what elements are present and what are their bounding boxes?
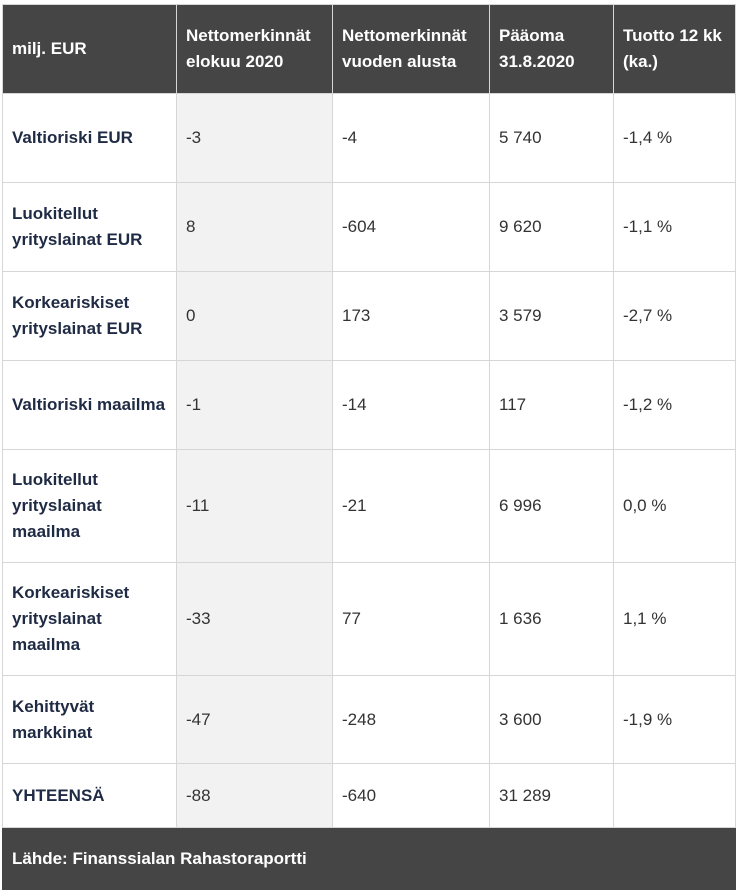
row-label: Kehittyvät markkinat: [2, 675, 177, 764]
cell-month: -88: [176, 763, 333, 828]
row-label: Luokitellut yrityslainat maailma: [2, 449, 177, 563]
cell-month: -3: [176, 93, 333, 183]
cell-capital: 31 289: [489, 763, 614, 828]
cell-capital: 117: [489, 360, 614, 450]
cell-return: -2,7 %: [613, 271, 736, 361]
cell-ytd: -14: [332, 360, 490, 450]
cell-ytd: -4: [332, 93, 490, 183]
table-row: Korkeariskiset yrityslainat maailma -33 …: [2, 562, 736, 676]
table-row: Valtioriski maailma -1 -14 117 -1,2 %: [2, 360, 736, 450]
fund-flows-table: milj. EUR Nettomerkinnät elokuu 2020 Net…: [2, 4, 736, 890]
row-label: Valtioriski maailma: [2, 360, 177, 450]
table-row: Korkeariskiset yrityslainat EUR 0 173 3 …: [2, 271, 736, 361]
cell-return: 0,0 %: [613, 449, 736, 563]
table-row: Kehittyvät markkinat -47 -248 3 600 -1,9…: [2, 675, 736, 764]
cell-month: 0: [176, 271, 333, 361]
cell-return: -1,2 %: [613, 360, 736, 450]
row-label: Korkeariskiset yrityslainat maailma: [2, 562, 177, 676]
table-row: Valtioriski EUR -3 -4 5 740 -1,4 %: [2, 93, 736, 183]
header-net-subscriptions-month: Nettomerkinnät elokuu 2020: [176, 4, 333, 94]
total-row: YHTEENSÄ -88 -640 31 289: [2, 763, 736, 828]
header-net-subscriptions-ytd: Nettomerkinnät vuoden alusta: [332, 4, 490, 94]
header-unit: milj. EUR: [2, 4, 177, 94]
cell-return: -1,4 %: [613, 93, 736, 183]
row-label: Luokitellut yrityslainat EUR: [2, 182, 177, 272]
cell-month: -11: [176, 449, 333, 563]
fund-flows-table-container: milj. EUR Nettomerkinnät elokuu 2020 Net…: [2, 4, 736, 890]
footer-row: Lähde: Finanssialan Rahastoraportti: [2, 827, 736, 890]
header-return-12m: Tuotto 12 kk (ka.): [613, 4, 736, 94]
row-label: Valtioriski EUR: [2, 93, 177, 183]
cell-return: [613, 763, 736, 828]
cell-month: -1: [176, 360, 333, 450]
cell-capital: 3 579: [489, 271, 614, 361]
cell-return: 1,1 %: [613, 562, 736, 676]
cell-ytd: -21: [332, 449, 490, 563]
cell-ytd: -248: [332, 675, 490, 764]
cell-ytd: -640: [332, 763, 490, 828]
cell-capital: 5 740: [489, 93, 614, 183]
cell-return: -1,1 %: [613, 182, 736, 272]
cell-month: -47: [176, 675, 333, 764]
cell-capital: 3 600: [489, 675, 614, 764]
cell-capital: 6 996: [489, 449, 614, 563]
header-row: milj. EUR Nettomerkinnät elokuu 2020 Net…: [2, 4, 736, 94]
cell-month: -33: [176, 562, 333, 676]
table-row: Luokitellut yrityslainat maailma -11 -21…: [2, 449, 736, 563]
row-label: Korkeariskiset yrityslainat EUR: [2, 271, 177, 361]
cell-ytd: -604: [332, 182, 490, 272]
cell-capital: 1 636: [489, 562, 614, 676]
cell-ytd: 173: [332, 271, 490, 361]
cell-month: 8: [176, 182, 333, 272]
table-row: Luokitellut yrityslainat EUR 8 -604 9 62…: [2, 182, 736, 272]
cell-ytd: 77: [332, 562, 490, 676]
header-capital: Pääoma 31.8.2020: [489, 4, 614, 94]
cell-capital: 9 620: [489, 182, 614, 272]
source-note: Lähde: Finanssialan Rahastoraportti: [2, 827, 736, 890]
cell-return: -1,9 %: [613, 675, 736, 764]
row-label-total: YHTEENSÄ: [2, 763, 177, 828]
